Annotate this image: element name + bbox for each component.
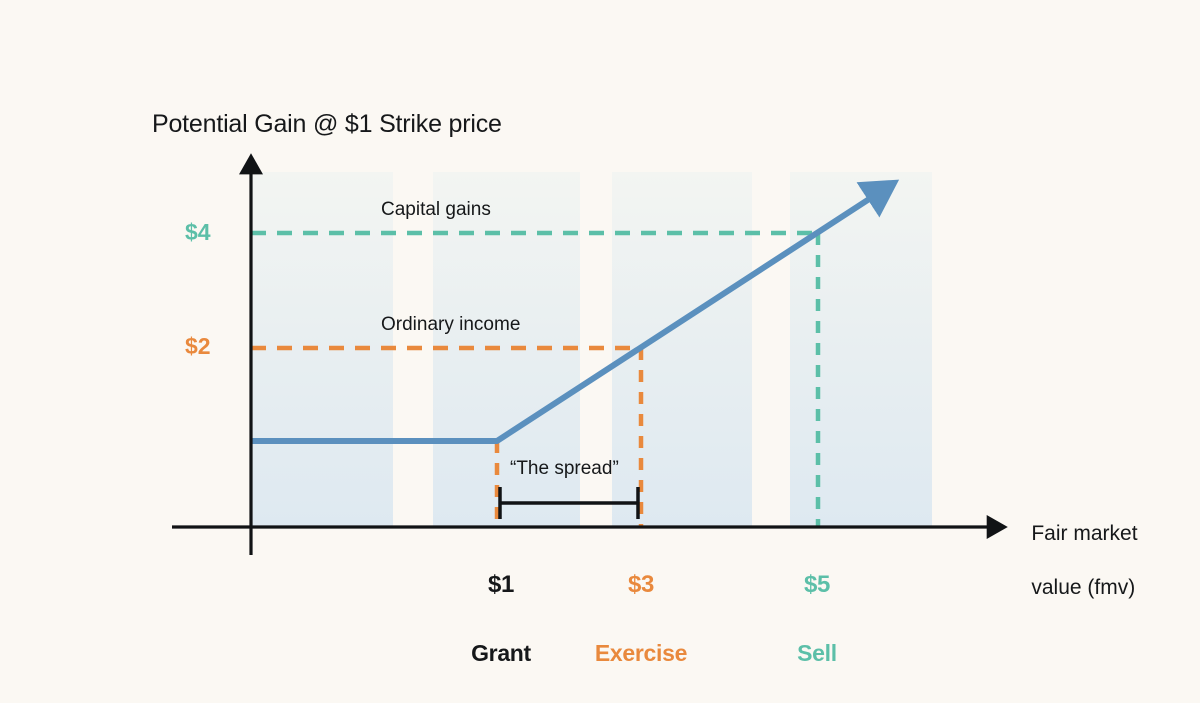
spread-bracket <box>498 487 640 519</box>
x-tick-exercise-label: Exercise <box>594 640 688 667</box>
x-tick-grant: $1 Grant <box>401 534 601 703</box>
y-tick-label-4: $4 <box>185 219 211 245</box>
x-tick-exercise: $3 Exercise <box>541 534 741 703</box>
x-axis-title-line1: Fair market <box>1031 521 1138 545</box>
x-tick-sell-label: Sell <box>797 640 837 667</box>
x-axis-title-line2: value (fmv) <box>1031 575 1136 599</box>
x-tick-grant-value: $1 <box>487 570 515 598</box>
x-tick-sell: $5 Sell <box>717 534 917 703</box>
chart-canvas: Potential Gain @ $1 Strike price $4 $2 C… <box>152 110 1138 666</box>
annotation-ordinary-income: Ordinary income <box>381 314 521 335</box>
x-axis-title: Fair market value (fmv) <box>1008 494 1138 628</box>
x-tick-sell-value: $5 <box>803 570 831 598</box>
y-tick-label-2: $2 <box>185 333 211 359</box>
x-tick-exercise-value: $3 <box>627 570 655 598</box>
data-line-potential-gain <box>251 179 900 444</box>
annotation-capital-gains: Capital gains <box>381 199 491 220</box>
chart-graphics <box>172 153 1008 555</box>
chart-title: Potential Gain @ $1 Strike price <box>152 110 502 138</box>
x-tick-grant-label: Grant <box>471 640 531 667</box>
annotation-the-spread: “The spread” <box>510 458 619 479</box>
